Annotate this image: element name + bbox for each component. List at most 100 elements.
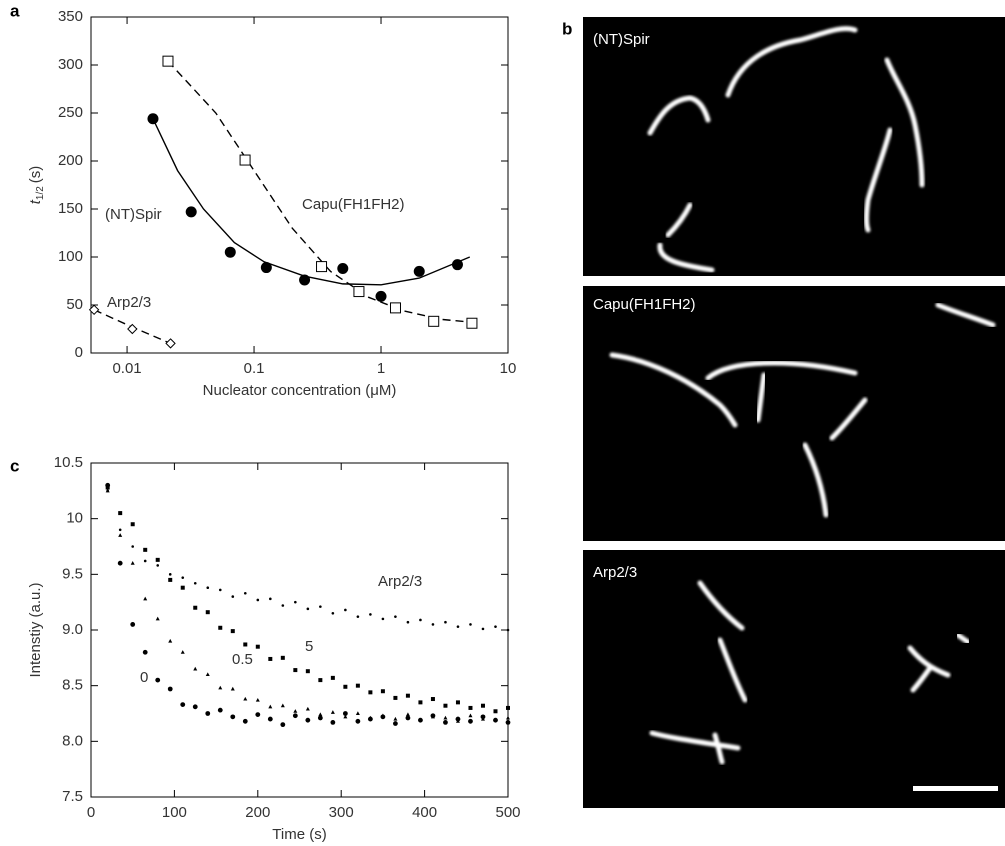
marker [218, 625, 223, 630]
marker [430, 697, 435, 702]
marker [330, 675, 335, 680]
marker [105, 485, 110, 490]
marker [393, 721, 398, 726]
image-panel: (NT)Spir Capu(FH1FH2) Arp2/3 [583, 17, 1005, 808]
marker [444, 620, 447, 624]
marker [331, 612, 335, 615]
marker [430, 714, 435, 719]
series-label: Arp2/3 [107, 294, 151, 311]
marker [155, 616, 160, 621]
marker [318, 678, 323, 683]
marker [117, 560, 123, 566]
marker [443, 720, 448, 725]
y-tick-label: 7.5 [62, 788, 83, 805]
marker [192, 704, 198, 710]
marker [381, 617, 385, 621]
marker [242, 718, 248, 724]
marker [155, 557, 160, 562]
y-axis-label-main: t [27, 199, 44, 204]
marker [206, 586, 210, 589]
marker [294, 600, 297, 604]
y-tick-label: 100 [58, 248, 83, 265]
marker [316, 261, 328, 273]
y-tick-label: 9.0 [62, 621, 83, 638]
x-axis-label: Time (s) [272, 826, 326, 843]
x-tick-label: 400 [412, 804, 437, 821]
y-tick-label: 10.5 [54, 454, 83, 471]
marker [343, 714, 348, 719]
marker [260, 262, 272, 274]
marker [155, 677, 161, 683]
marker [305, 706, 310, 711]
plot-frame [90, 16, 509, 354]
marker [342, 711, 348, 716]
marker [418, 700, 423, 705]
x-tick-label: 500 [495, 804, 520, 821]
marker [355, 718, 361, 724]
marker [431, 623, 435, 626]
marker [443, 715, 448, 720]
marker [243, 591, 247, 595]
marker [165, 338, 176, 349]
x-tick-label: 0 [87, 804, 95, 821]
scale-bar [913, 786, 998, 791]
marker [256, 598, 260, 602]
marker [268, 704, 273, 709]
y-tick-label: 150 [58, 200, 83, 217]
image-label: Capu(FH1FH2) [593, 296, 696, 313]
x-tick-label: 0.1 [244, 360, 265, 377]
marker [480, 714, 486, 720]
marker [162, 55, 174, 67]
marker [243, 642, 248, 647]
marker [143, 547, 148, 552]
marker [455, 719, 460, 723]
y-tick-label: 300 [58, 56, 83, 73]
marker [389, 302, 401, 314]
marker [267, 716, 273, 722]
marker [224, 246, 236, 258]
marker [380, 713, 385, 718]
marker [344, 608, 347, 612]
marker [493, 717, 498, 722]
marker [168, 577, 173, 582]
y-axis-label-sub: 1/2 [35, 186, 46, 200]
marker [506, 715, 510, 720]
y-tick-label: 200 [58, 152, 83, 169]
filaments [609, 26, 996, 765]
marker [243, 696, 248, 701]
series-label: Capu(FH1FH2) [302, 196, 405, 213]
image-label: Arp2/3 [593, 564, 637, 581]
marker [193, 666, 198, 671]
marker [143, 559, 147, 563]
marker [268, 656, 273, 661]
marker [443, 703, 448, 708]
x-tick-label: 1 [377, 360, 385, 377]
marker [147, 113, 159, 125]
marker [280, 722, 286, 728]
x-tick-label: 100 [162, 804, 187, 821]
marker [468, 705, 473, 710]
fit-line [152, 118, 471, 286]
marker [413, 265, 425, 277]
marker [305, 717, 311, 723]
marker [343, 684, 348, 689]
series-label: 0.5 [232, 651, 253, 668]
marker [118, 528, 122, 532]
marker [406, 620, 410, 624]
x-tick-label: 300 [329, 804, 354, 821]
marker [355, 711, 360, 715]
marker [380, 689, 385, 694]
marker [368, 690, 373, 695]
marker [118, 511, 123, 516]
panel-letter: c [10, 456, 19, 475]
marker [255, 697, 260, 702]
marker [230, 686, 235, 691]
y-axis-label: t1/2 (s) [27, 166, 46, 205]
y-tick-label: 50 [66, 296, 83, 313]
series-label: Arp2/3 [378, 573, 422, 590]
marker [205, 610, 210, 615]
marker [255, 644, 260, 649]
marker [455, 716, 461, 722]
fit-line [167, 60, 473, 323]
